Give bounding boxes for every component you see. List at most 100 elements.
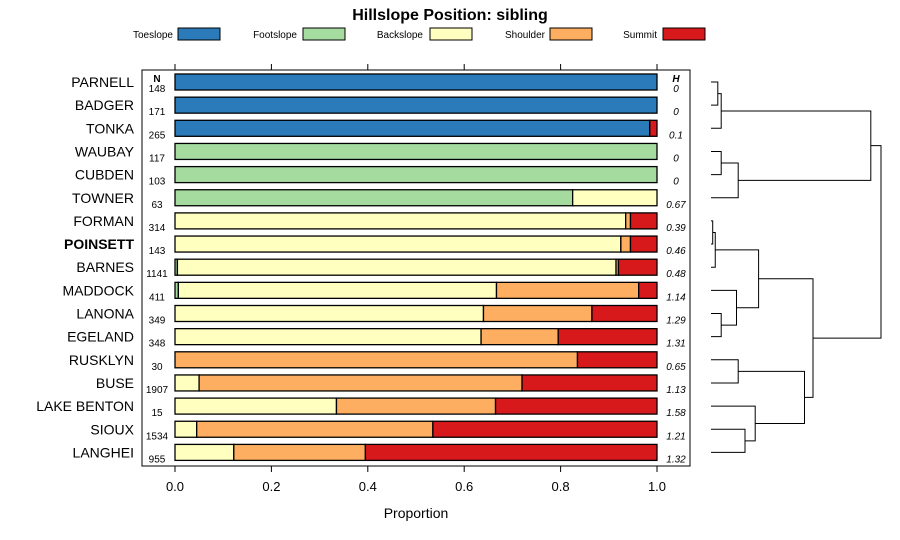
h-value-lake-benton: 1.58 xyxy=(666,408,686,419)
bar-badger-toeslope xyxy=(174,96,658,114)
bar-waubay-footslope xyxy=(174,142,658,161)
h-value-barnes: 0.48 xyxy=(666,269,686,280)
bar-buse-summit xyxy=(521,374,658,392)
row-label-egeland: EGELAND xyxy=(67,329,134,345)
bar-langhei-summit xyxy=(364,443,658,462)
dendrogram xyxy=(711,81,882,453)
dendrogram-link-0 xyxy=(711,81,719,106)
n-value-maddock: 411 xyxy=(149,292,165,303)
legend-swatch-backslope xyxy=(429,27,473,41)
legend-label-backslope: Backslope xyxy=(377,30,424,41)
n-value-badger: 171 xyxy=(149,107,166,118)
bar-lake-benton-summit xyxy=(494,397,658,415)
n-value-poinsett: 143 xyxy=(149,246,166,257)
row-label-lanona: LANONA xyxy=(76,306,134,322)
h-value-badger: 0 xyxy=(673,107,679,118)
dendrogram-link-3 xyxy=(711,162,739,199)
row-label-tonka: TONKA xyxy=(86,120,135,136)
bar-parnell-toeslope xyxy=(174,73,658,91)
h-value-sioux: 1.21 xyxy=(666,431,685,442)
row-label-langhei: LANGHEI xyxy=(73,444,134,460)
x-axis-label: Proportion xyxy=(384,505,449,521)
row-label-waubay: WAUBAY xyxy=(75,143,135,159)
plot-frame xyxy=(141,69,691,467)
h-value-egeland: 1.31 xyxy=(666,339,685,350)
n-value-cubden: 103 xyxy=(149,177,166,188)
dendrogram-link-15 xyxy=(813,145,882,339)
legend-swatch-footslope xyxy=(302,27,346,41)
bar-rows: PARNELL 148 0 BADGER 171 0 TONKA 265 0.1 WAUBAY 11… xyxy=(36,73,686,465)
dendrogram-link-2 xyxy=(711,150,722,176)
bar-langhei-shoulder xyxy=(233,443,367,462)
row-label-rusklyn: RUSKLYN xyxy=(69,352,134,368)
bar-rusklyn-summit xyxy=(576,351,658,369)
dendrogram-link-5 xyxy=(711,220,714,245)
h-value-tonka: 0.1 xyxy=(669,130,683,141)
bar-langhei-backslope xyxy=(174,443,235,462)
legend-label-shoulder: Shoulder xyxy=(505,30,546,41)
chart-title: Hillslope Position: sibling xyxy=(352,7,548,24)
h-value-cubden: 0 xyxy=(673,177,679,188)
h-value-forman: 0.39 xyxy=(666,223,686,234)
bar-barnes-summit xyxy=(617,258,658,276)
bar-lanona-summit xyxy=(591,304,658,323)
n-column-header: N xyxy=(153,74,160,85)
h-value-lanona: 1.29 xyxy=(666,316,686,327)
x-tick-label-0.0: 0.0 xyxy=(166,479,184,494)
bar-poinsett-backslope xyxy=(174,235,622,253)
row-label-lake-benton: LAKE BENTON xyxy=(36,398,134,414)
h-column-header: H xyxy=(672,74,680,85)
bar-maddock-summit xyxy=(638,281,658,300)
n-value-rusklyn: 30 xyxy=(151,362,163,373)
bar-egeland-shoulder xyxy=(480,327,559,346)
n-value-buse: 1907 xyxy=(146,385,169,396)
bar-barnes-backslope xyxy=(176,258,617,276)
bar-towner-footslope xyxy=(174,189,574,207)
n-value-forman: 314 xyxy=(149,223,166,234)
bar-towner-backslope xyxy=(572,189,658,207)
bar-sioux-summit xyxy=(432,420,658,438)
row-label-maddock: MADDOCK xyxy=(62,282,134,298)
dendrogram-link-10 xyxy=(711,359,739,384)
bar-forman-summit xyxy=(629,212,658,230)
h-value-poinsett: 0.46 xyxy=(666,246,686,257)
dendrogram-link-11 xyxy=(711,428,746,453)
bar-poinsett-summit xyxy=(629,235,658,253)
legend: Toeslope Footslope Backslope Shoulder Summit xyxy=(133,27,706,41)
row-label-barnes: BARNES xyxy=(76,259,134,275)
h-value-waubay: 0 xyxy=(673,153,679,164)
h-value-towner: 0.67 xyxy=(666,200,686,211)
h-value-buse: 1.13 xyxy=(666,385,686,396)
n-value-lake-benton: 15 xyxy=(151,408,163,419)
dendrogram-link-13 xyxy=(738,370,805,424)
bar-lake-benton-backslope xyxy=(174,397,338,415)
bar-lanona-shoulder xyxy=(482,304,593,323)
h-value-langhei: 1.32 xyxy=(666,454,686,465)
bar-lake-benton-shoulder xyxy=(335,397,497,415)
bar-sioux-backslope xyxy=(174,420,198,438)
bar-buse-backslope xyxy=(174,374,200,392)
bar-forman-backslope xyxy=(174,212,627,230)
bar-lanona-backslope xyxy=(174,304,485,323)
bar-egeland-summit xyxy=(557,327,658,346)
legend-label-toeslope: Toeslope xyxy=(133,30,173,41)
legend-label-footslope: Footslope xyxy=(253,30,297,41)
dendrogram-link-7 xyxy=(711,313,722,338)
bar-poinsett-shoulder xyxy=(620,235,632,253)
bar-tonka-summit xyxy=(649,119,658,137)
n-value-sioux: 1534 xyxy=(146,431,169,442)
dendrogram-link-8 xyxy=(711,289,737,326)
x-tick-label-0.8: 0.8 xyxy=(552,479,570,494)
dendrogram-link-1 xyxy=(711,93,722,129)
n-value-egeland: 348 xyxy=(149,339,166,350)
x-tick-label-0.2: 0.2 xyxy=(262,479,280,494)
x-tick-label-1.0: 1.0 xyxy=(648,479,666,494)
legend-swatch-summit xyxy=(662,27,706,41)
bar-cubden-footslope xyxy=(174,165,658,184)
h-value-maddock: 1.14 xyxy=(666,292,686,303)
n-value-tonka: 265 xyxy=(149,130,166,141)
row-label-sioux: SIOUX xyxy=(90,421,134,437)
row-label-parnell: PARNELL xyxy=(71,74,134,90)
n-value-towner: 63 xyxy=(151,200,163,211)
